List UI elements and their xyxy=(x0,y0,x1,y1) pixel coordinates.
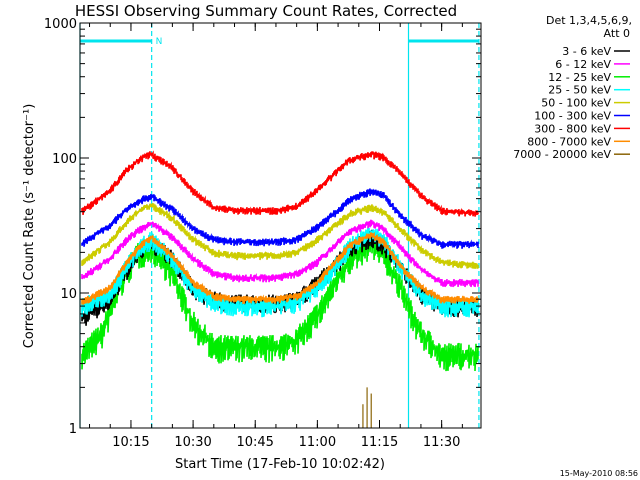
night-bars: N xyxy=(79,23,480,428)
x-tick-label-3: 11:00 xyxy=(299,435,336,450)
plot-frame xyxy=(79,22,482,429)
legend-label-8: 7000 - 20000 keV xyxy=(513,148,611,161)
series-line-1 xyxy=(81,219,479,288)
night-marker-label: N xyxy=(156,37,163,47)
legend-label-0: 3 - 6 keV xyxy=(562,45,611,58)
y-tick-label-0: 1 xyxy=(69,422,77,437)
series-line-5 xyxy=(81,188,479,249)
legend-header-line2: Att 0 xyxy=(604,27,630,40)
footer-timestamp: 15-May-2010 08:56 xyxy=(560,469,638,478)
series-line-4 xyxy=(81,202,479,269)
axes: 10:15 10:30 10:45 11:00 11:15 11:30 1 10 100 1000 xyxy=(44,17,481,450)
legend-label-5: 100 - 300 keV xyxy=(534,110,611,123)
series-group xyxy=(81,150,479,428)
y-tick-label-1: 10 xyxy=(60,287,77,302)
chart-title: HESSI Observing Summary Count Rates, Cor… xyxy=(75,2,457,20)
legend-label-7: 800 - 7000 keV xyxy=(527,135,611,148)
y-tick-label-2: 100 xyxy=(52,152,77,167)
series-line-7 xyxy=(81,231,479,306)
x-tick-label-0: 10:15 xyxy=(112,435,149,450)
x-axis-label: Start Time (17-Feb-10 10:02:42) xyxy=(175,457,385,472)
y-tick-label-3: 1000 xyxy=(44,17,77,32)
y-axis-label: Corrected Count Rate (s⁻¹ detector⁻¹) xyxy=(22,104,37,349)
legend-label-4: 50 - 100 keV xyxy=(541,97,611,110)
legend-label-3: 25 - 50 keV xyxy=(548,84,611,97)
legend-header-line1: Det 1,3,4,5,6,9, xyxy=(546,14,632,27)
x-tick-label-5: 11:30 xyxy=(423,435,460,450)
legend-label-1: 6 - 12 keV xyxy=(555,58,611,71)
legend-label-6: 300 - 800 keV xyxy=(534,122,611,135)
x-tick-label-2: 10:45 xyxy=(236,435,273,450)
x-tick-label-4: 11:15 xyxy=(361,435,398,450)
series-line-6 xyxy=(81,150,479,217)
legend-label-2: 12 - 25 keV xyxy=(548,71,611,84)
x-tick-label-1: 10:30 xyxy=(174,435,211,450)
